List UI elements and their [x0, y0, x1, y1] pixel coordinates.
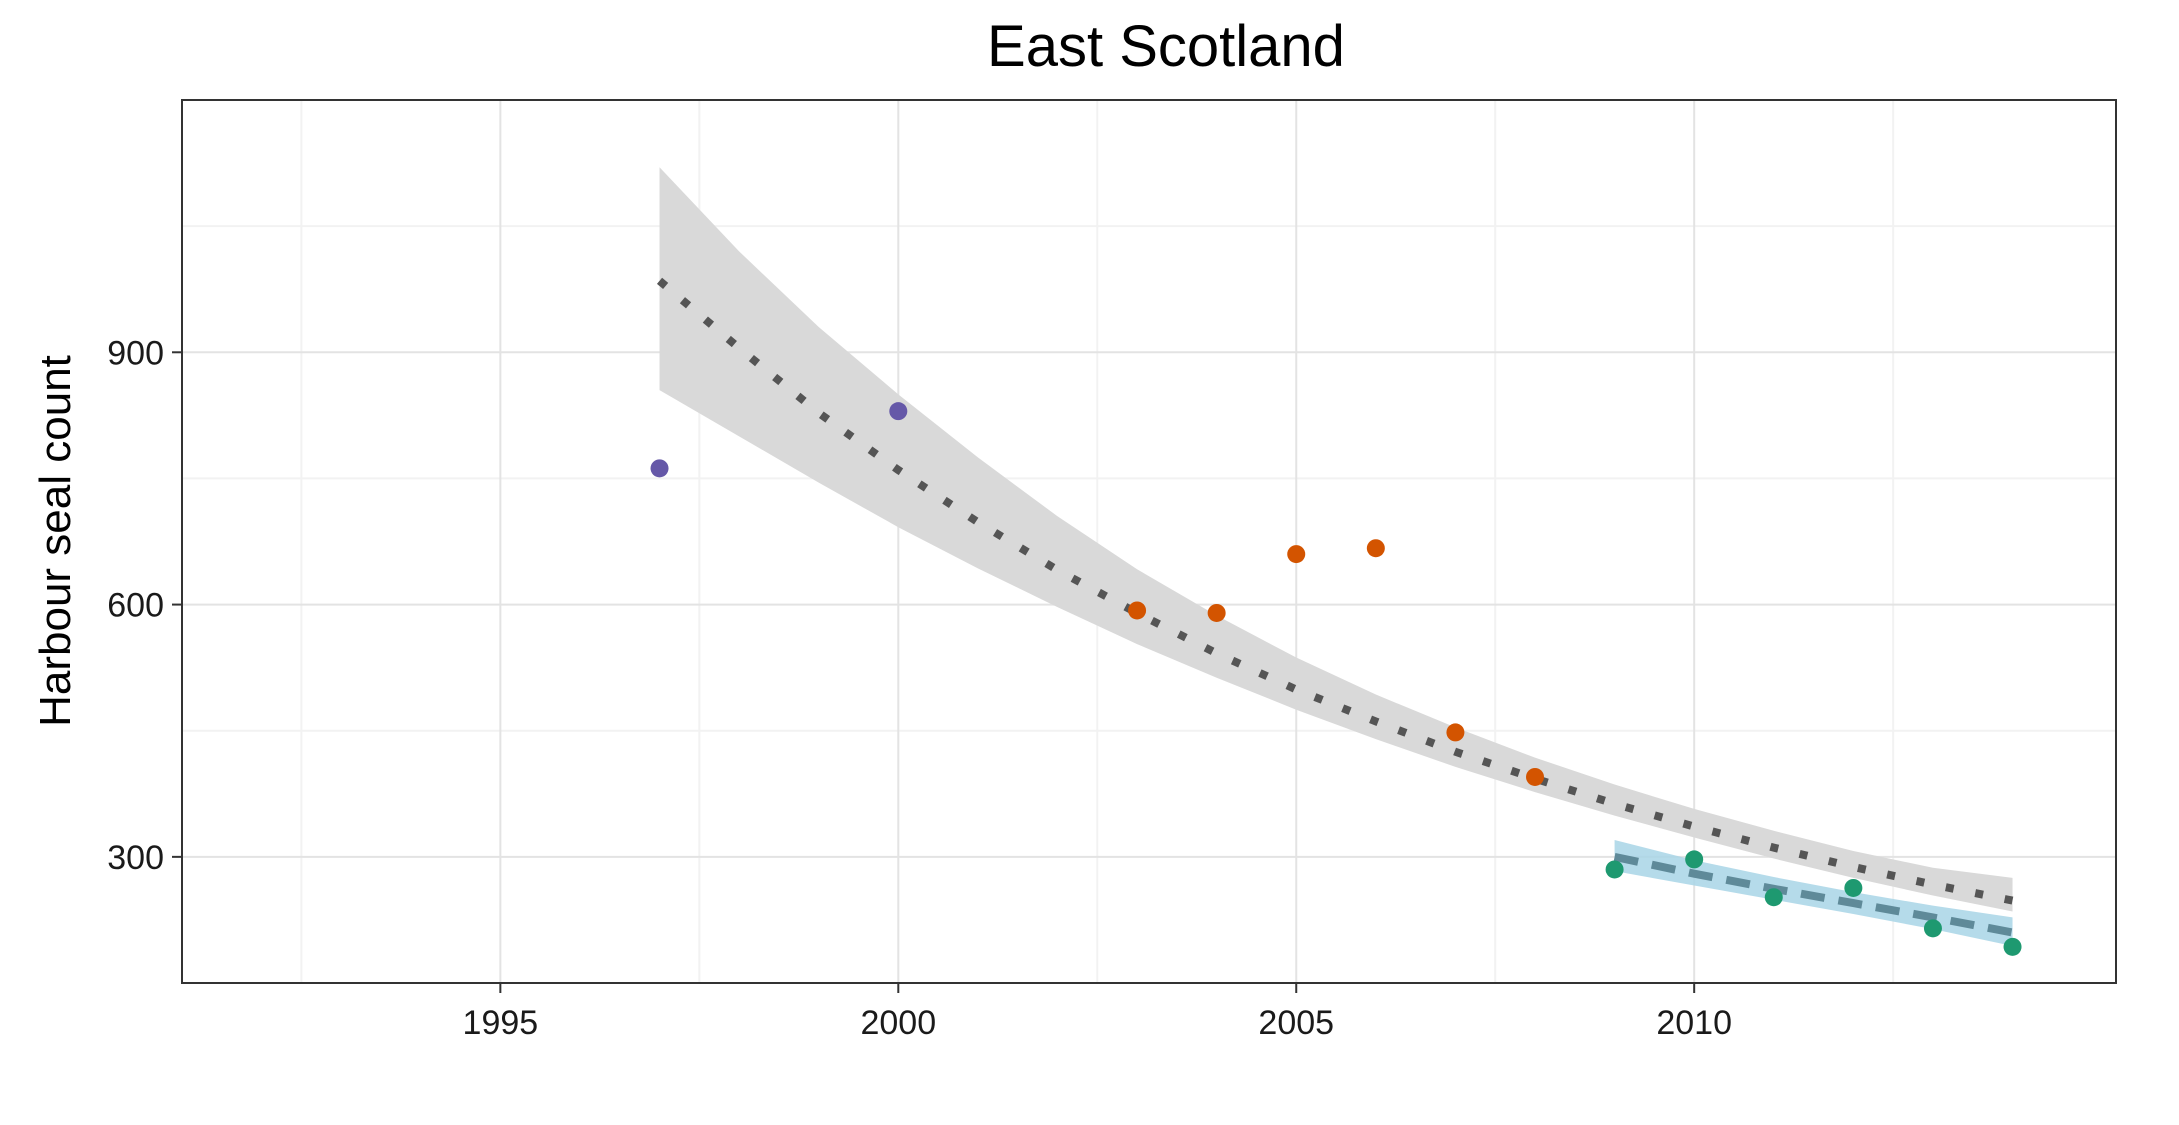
data-point-s2-2003 [1128, 601, 1147, 620]
y-tick-label: 900 [107, 334, 164, 372]
y-tick-label: 600 [107, 587, 164, 625]
confidence-bands [659, 167, 2013, 946]
panel-border [181, 99, 2117, 984]
data-point-s1-1997 [650, 459, 669, 478]
y-tick-label: 300 [107, 839, 164, 877]
x-axis-ticks: 1995 2000 2005 2010 [463, 983, 1732, 1042]
x-tick-label: 2010 [1656, 1004, 1732, 1042]
data-point-s1-2000 [889, 402, 908, 421]
x-tick-label: 1995 [463, 1004, 539, 1042]
data-points [650, 402, 2022, 956]
trend-line-2 [1613, 852, 2014, 937]
confidence-band-1 [659, 167, 2013, 912]
trend-lines [656, 277, 2014, 937]
data-point-s3-2013 [1923, 919, 1942, 938]
x-tick-label: 2005 [1258, 1004, 1334, 1042]
data-point-s2-2007 [1446, 723, 1465, 742]
y-axis-title: Harbour seal count [31, 355, 80, 727]
data-point-s2-2006 [1366, 539, 1385, 558]
data-point-s2-2004 [1207, 603, 1226, 622]
data-point-s3-2009 [1605, 860, 1624, 879]
x-tick-label: 2000 [860, 1004, 936, 1042]
data-point-s3-2012 [1844, 878, 1863, 897]
data-point-s2-2008 [1526, 767, 1545, 786]
data-point-s3-2014 [2003, 937, 2022, 956]
data-point-s2-2005 [1287, 545, 1306, 564]
data-point-s3-2011 [1764, 888, 1783, 907]
data-point-s3-2010 [1685, 850, 1704, 869]
chart-title: East Scotland [987, 14, 1345, 79]
y-axis-ticks: 300 600 900 [107, 334, 182, 877]
